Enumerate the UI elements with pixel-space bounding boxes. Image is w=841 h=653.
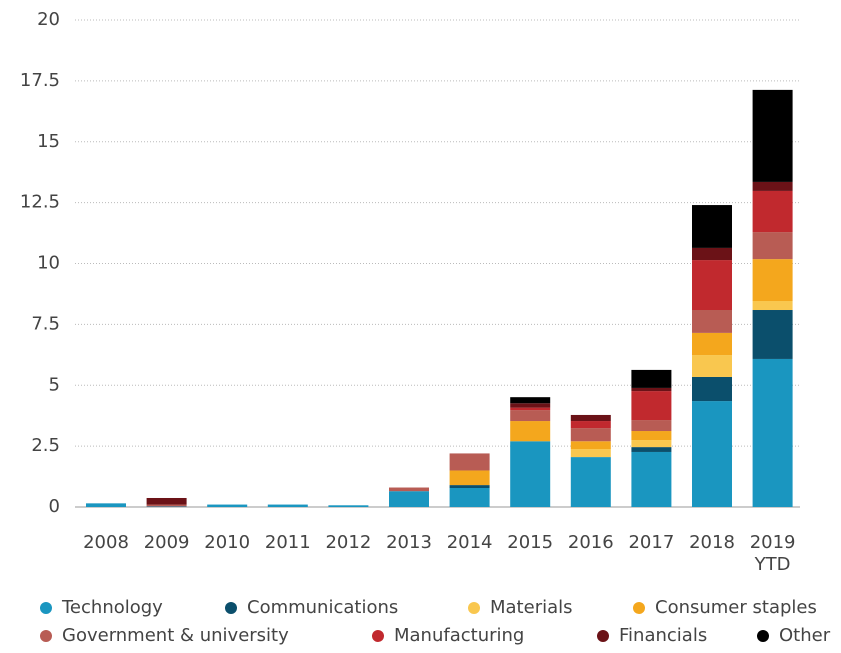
bar-segment bbox=[752, 190, 793, 233]
bar-segment bbox=[631, 447, 672, 452]
bar-segment bbox=[328, 505, 369, 507]
legend-item: Government & university bbox=[40, 625, 289, 646]
y-tick-label: 17.5 bbox=[20, 70, 60, 91]
bar-segment bbox=[631, 451, 672, 507]
legend-item: Materials bbox=[468, 597, 573, 618]
bar-segment bbox=[752, 181, 793, 191]
bar-segment bbox=[267, 504, 308, 507]
bar-segment bbox=[692, 376, 732, 402]
legend-item: Manufacturing bbox=[372, 625, 524, 646]
x-tick-label: 2009 bbox=[143, 532, 190, 553]
legend-label: Communications bbox=[247, 597, 399, 618]
bar-segment bbox=[631, 431, 672, 441]
bar-segment bbox=[510, 397, 551, 404]
legend-swatch bbox=[40, 629, 52, 642]
bar-segment bbox=[449, 453, 490, 471]
y-tick-label: 5 bbox=[49, 374, 60, 395]
bar-segment bbox=[692, 247, 732, 261]
bar-segment bbox=[389, 491, 429, 507]
legend-swatch bbox=[757, 629, 769, 642]
legend-swatch bbox=[225, 601, 237, 614]
bar-segment bbox=[752, 232, 793, 260]
legend-item: Consumer staples bbox=[633, 597, 817, 618]
bar-segment bbox=[449, 485, 490, 489]
legend-label: Consumer staples bbox=[655, 597, 817, 618]
bar-segment bbox=[570, 449, 611, 458]
bar-segment bbox=[631, 391, 672, 421]
bar-segment bbox=[631, 369, 672, 388]
legend-swatch bbox=[40, 601, 52, 614]
x-tick-label: 2008 bbox=[83, 532, 129, 553]
y-tick-label: 7.5 bbox=[31, 313, 60, 334]
bar-segment bbox=[207, 504, 248, 507]
bar-segment bbox=[570, 441, 611, 450]
bar-segment bbox=[389, 487, 429, 492]
legend-item: Financials bbox=[597, 625, 707, 646]
bar-segment bbox=[752, 358, 793, 507]
legend-label: Government & university bbox=[62, 625, 289, 646]
bar-segment bbox=[692, 332, 732, 356]
x-tick-label: 2011 bbox=[264, 532, 311, 553]
bar-segment bbox=[570, 421, 611, 429]
bar-segment bbox=[86, 503, 126, 507]
legend-label: Technology bbox=[62, 597, 163, 618]
bar-segment bbox=[692, 205, 732, 248]
bar-segment bbox=[570, 414, 611, 422]
legend-swatch bbox=[633, 601, 645, 614]
x-tick-label: 2017 bbox=[628, 532, 675, 553]
y-tick-label: 12.5 bbox=[20, 192, 60, 213]
bar-segment bbox=[510, 441, 551, 507]
bar-segment bbox=[510, 403, 551, 408]
bar-segment bbox=[752, 259, 793, 301]
x-tick-label: 2018 bbox=[689, 532, 735, 553]
bar-segment bbox=[692, 310, 732, 333]
bar-segment bbox=[752, 310, 793, 359]
bar-segment bbox=[449, 488, 490, 507]
bar-segment bbox=[510, 410, 551, 422]
bar-segment bbox=[752, 300, 793, 311]
x-tick-label: 2014 bbox=[446, 532, 493, 553]
bar-segment bbox=[752, 89, 793, 182]
x-tick-label: 2019 YTD bbox=[749, 532, 796, 575]
bar-segment bbox=[631, 420, 672, 432]
legend-label: Other bbox=[779, 625, 831, 646]
legend-label: Manufacturing bbox=[394, 625, 525, 646]
x-tick-label: 2016 bbox=[567, 532, 614, 553]
legend-swatch bbox=[372, 629, 384, 642]
x-tick-label: 2013 bbox=[386, 532, 432, 553]
x-tick-label: 2015 bbox=[507, 532, 554, 553]
bar-segment bbox=[570, 428, 611, 442]
legend-item: Communications bbox=[225, 597, 398, 618]
legend-label: Financials bbox=[619, 625, 708, 646]
x-tick-label: 2012 bbox=[325, 532, 372, 553]
bar-segment bbox=[631, 440, 672, 448]
bar-segment bbox=[146, 497, 187, 505]
x-tick-label: 2010 bbox=[204, 532, 251, 553]
y-tick-label: 0 bbox=[49, 496, 60, 517]
y-tick-label: 20 bbox=[37, 9, 60, 30]
y-tick-label: 2.5 bbox=[31, 435, 60, 456]
legend-item: Other bbox=[757, 625, 830, 646]
bar-segment bbox=[570, 457, 611, 507]
legend-item: Technology bbox=[40, 597, 163, 618]
bar-segment bbox=[510, 407, 551, 411]
bar-segment bbox=[510, 421, 551, 442]
bar-segment bbox=[692, 401, 732, 507]
y-tick-label: 15 bbox=[37, 131, 60, 152]
bar-segment bbox=[449, 470, 490, 486]
legend-swatch bbox=[468, 601, 480, 614]
bar-segment bbox=[692, 260, 732, 311]
legend-label: Materials bbox=[490, 597, 573, 618]
bar-segment bbox=[692, 355, 732, 377]
legend-swatch bbox=[597, 629, 609, 642]
y-tick-label: 10 bbox=[37, 253, 60, 274]
bar-segment bbox=[146, 504, 187, 507]
bar-segment bbox=[631, 387, 672, 392]
